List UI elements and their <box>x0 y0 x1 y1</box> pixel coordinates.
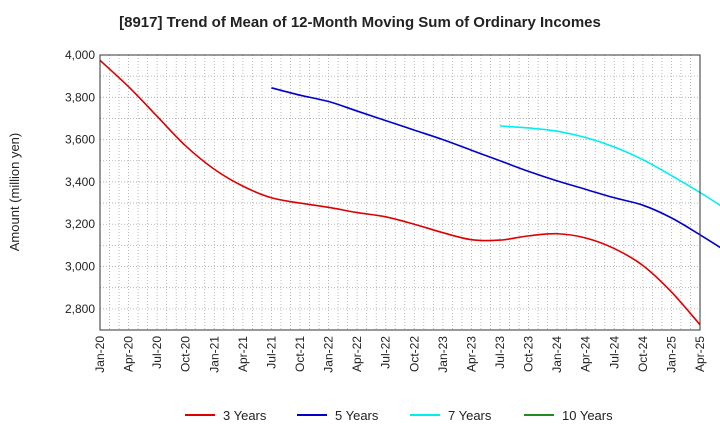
x-tick-label: Jan-23 <box>436 336 450 373</box>
x-tick-label: Jan-24 <box>550 336 564 373</box>
y-tick-label: 3,600 <box>65 133 95 147</box>
x-tick-label: Apr-23 <box>464 336 478 372</box>
series-line-5-years <box>271 87 720 249</box>
x-tick-label: Oct-22 <box>407 336 421 372</box>
series-line-3-years <box>99 59 701 326</box>
legend-label-5-years: 5 Years <box>335 408 379 423</box>
x-tick-label: Jul-20 <box>150 336 164 369</box>
x-tick-label: Apr-24 <box>579 336 593 372</box>
x-tick-label: Apr-22 <box>350 336 364 372</box>
y-tick-labels: 2,800 3,000 3,200 3,400 3,600 3,800 4,000 <box>65 48 95 316</box>
x-tick-label: Jan-21 <box>207 336 221 373</box>
y-tick-label: 3,800 <box>65 90 95 104</box>
x-tick-label: Jan-22 <box>322 336 336 373</box>
x-tick-label: Jul-23 <box>493 336 507 369</box>
legend-label-10-years: 10 Years <box>562 408 613 423</box>
legend-label-7-years: 7 Years <box>448 408 492 423</box>
series-line-7-years <box>499 125 720 207</box>
series-layer <box>99 59 720 326</box>
y-tick-label: 3,200 <box>65 217 95 231</box>
x-tick-label: Jan-25 <box>664 336 678 373</box>
x-tick-label: Oct-24 <box>636 336 650 372</box>
x-tick-label: Jan-20 <box>93 336 107 373</box>
x-tick-label: Oct-21 <box>293 336 307 372</box>
y-tick-label: 2,800 <box>65 302 95 316</box>
x-tick-label: Oct-23 <box>522 336 536 372</box>
chart-title: [8917] Trend of Mean of 12-Month Moving … <box>119 14 601 31</box>
x-tick-label: Apr-20 <box>122 336 136 372</box>
y-tick-label: 4,000 <box>65 48 95 62</box>
x-tick-label: Jul-24 <box>607 336 621 369</box>
x-tick-label: Jul-21 <box>264 336 278 369</box>
y-tick-label: 3,000 <box>65 260 95 274</box>
legend: 3 Years 5 Years 7 Years 10 Years <box>185 408 613 423</box>
plot-frame <box>99 54 701 331</box>
x-tick-label: Jul-22 <box>379 336 393 369</box>
y-tick-label: 3,400 <box>65 175 95 189</box>
legend-label-3-years: 3 Years <box>223 408 267 423</box>
x-tick-labels: Jan-20 Apr-20 Jul-20 Oct-20 Jan-21 Apr-21 Jul-… <box>93 336 707 373</box>
grid-layer <box>99 54 701 331</box>
x-tick-label: Oct-20 <box>179 336 193 372</box>
y-axis-label: Amount (million yen) <box>7 133 22 252</box>
x-tick-label: Apr-25 <box>693 336 707 372</box>
x-tick-label: Apr-21 <box>236 336 250 372</box>
